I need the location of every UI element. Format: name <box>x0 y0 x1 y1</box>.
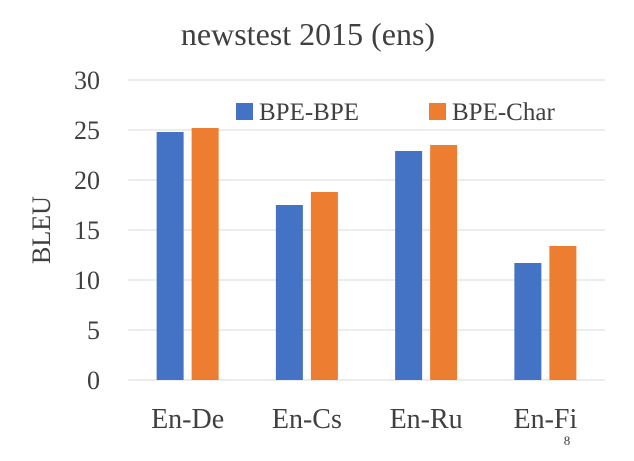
y-tick-label: 15 <box>74 216 100 245</box>
y-axis-label: BLEU <box>27 196 56 264</box>
y-tick-label: 25 <box>74 116 100 145</box>
page-number: 8 <box>564 433 571 448</box>
legend-swatch-bpe-char <box>429 103 446 120</box>
legend-label-bpe-char: BPE-Char <box>452 99 555 126</box>
y-tick-label: 10 <box>74 266 100 295</box>
bar-bpe-bpe-en-de <box>156 132 184 380</box>
bar-bpe-bpe-en-cs <box>275 205 303 380</box>
bar-bpe-char-en-ru <box>430 145 458 380</box>
bar-bpe-char-en-cs <box>310 192 338 380</box>
y-tick-label: 0 <box>87 366 100 395</box>
legend-label-bpe-bpe: BPE-BPE <box>259 99 359 126</box>
x-tick-labels: En-De En-Cs En-Ru En-Fi <box>151 404 577 435</box>
legend: BPE-BPE BPE-Char <box>236 99 555 126</box>
y-tick-label: 30 <box>74 66 100 95</box>
bar-bpe-bpe-en-ru <box>395 151 423 380</box>
y-tick-label: 5 <box>87 316 100 345</box>
chart-title: newstest 2015 (ens) <box>181 16 435 52</box>
x-tick-label: En-Cs <box>272 404 342 435</box>
x-tick-label: En-Ru <box>390 404 463 435</box>
bars <box>156 128 577 380</box>
bar-bpe-bpe-en-fi <box>514 263 542 380</box>
bar-bpe-char-en-de <box>191 128 219 380</box>
bar-bpe-char-en-fi <box>549 246 577 380</box>
legend-swatch-bpe-bpe <box>236 103 253 120</box>
y-tick-label: 20 <box>74 166 100 195</box>
x-tick-label: En-Fi <box>513 404 577 435</box>
y-tick-labels: 0 5 10 15 20 25 30 <box>74 66 100 395</box>
x-tick-label: En-De <box>151 404 224 435</box>
